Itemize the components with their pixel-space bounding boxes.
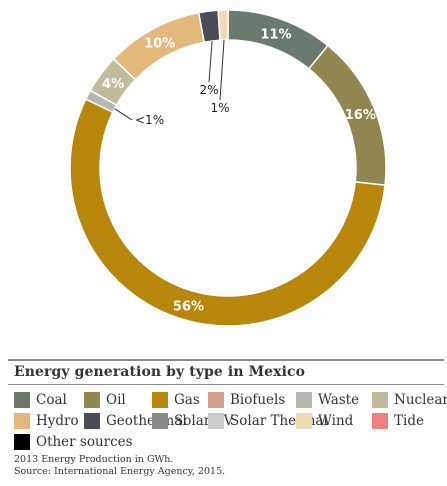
legend-top-divider	[8, 359, 444, 361]
data-label-nuclear: 4%	[102, 77, 124, 92]
legend-label-gas: Gas	[174, 392, 200, 408]
legend-swatch-oil	[84, 392, 100, 408]
legend-swatch-biofuels	[208, 392, 224, 408]
legend-item-oil: Oil	[84, 391, 126, 409]
legend-item-biofuels: Biofuels	[208, 391, 285, 409]
legend-item-other-sources: Other sources	[14, 433, 133, 451]
legend-swatch-gas	[152, 392, 168, 408]
slice-gas	[69, 98, 386, 327]
data-label-oil: 16%	[345, 108, 376, 123]
legend-item-wind: Wind	[296, 412, 353, 430]
leader-line-geothermal	[208, 40, 213, 83]
legend-swatch-nuclear	[372, 392, 388, 408]
legend-item-waste: Waste	[296, 391, 359, 409]
legend-swatch-other-sources	[14, 434, 30, 450]
legend-label-other-sources: Other sources	[36, 434, 133, 450]
legend-title-divider	[8, 384, 444, 385]
legend-label-oil: Oil	[106, 392, 126, 408]
legend-item-gas: Gas	[152, 391, 200, 409]
legend-label-hydro: Hydro	[36, 413, 79, 429]
legend-label-waste: Waste	[318, 392, 360, 408]
legend-swatch-hydro	[14, 413, 30, 429]
legend-swatch-solar-pv	[152, 413, 168, 429]
data-label-waste: <1%	[135, 113, 164, 127]
donut-svg: 11% 16% 56% 4% 10% 2% 1% <1%	[69, 9, 387, 327]
data-label-hydro: 10%	[144, 36, 175, 51]
legend-item-hydro: Hydro	[14, 412, 79, 430]
note-source: Source: International Energy Agency, 201…	[14, 466, 226, 477]
legend-label-wind: Wind	[318, 413, 354, 429]
legend-swatch-waste	[296, 392, 312, 408]
leader-line-waste	[114, 108, 133, 121]
legend-label-tide: Tide	[394, 413, 424, 429]
legend-swatch-coal	[14, 392, 30, 408]
leader-line-wind	[219, 40, 225, 101]
data-label-gas: 56%	[173, 299, 204, 314]
chart-notes: 2013 Energy Production in GWh. Source: I…	[14, 454, 225, 478]
legend-item-nuclear: Nuclear	[372, 391, 447, 409]
legend-swatch-solar-thermal	[208, 413, 224, 429]
legend-swatch-tide	[372, 413, 388, 429]
legend-label-coal: Coal	[36, 392, 67, 408]
slice-wind	[217, 9, 229, 42]
legend-swatch-geothermal	[84, 413, 100, 429]
note-production: 2013 Energy Production in GWh.	[14, 454, 174, 465]
legend-item-coal: Coal	[14, 391, 67, 409]
legend-label-nuclear: Nuclear	[394, 392, 447, 408]
data-label-wind: 1%	[210, 101, 229, 115]
chart-title: Energy generation by type in Mexico	[14, 364, 306, 380]
legend-swatch-wind	[296, 413, 312, 429]
legend-item-tide: Tide	[372, 412, 424, 430]
legend-label-biofuels: Biofuels	[230, 392, 286, 408]
data-label-geothermal: 2%	[199, 83, 218, 97]
data-label-coal: 11%	[260, 27, 291, 42]
